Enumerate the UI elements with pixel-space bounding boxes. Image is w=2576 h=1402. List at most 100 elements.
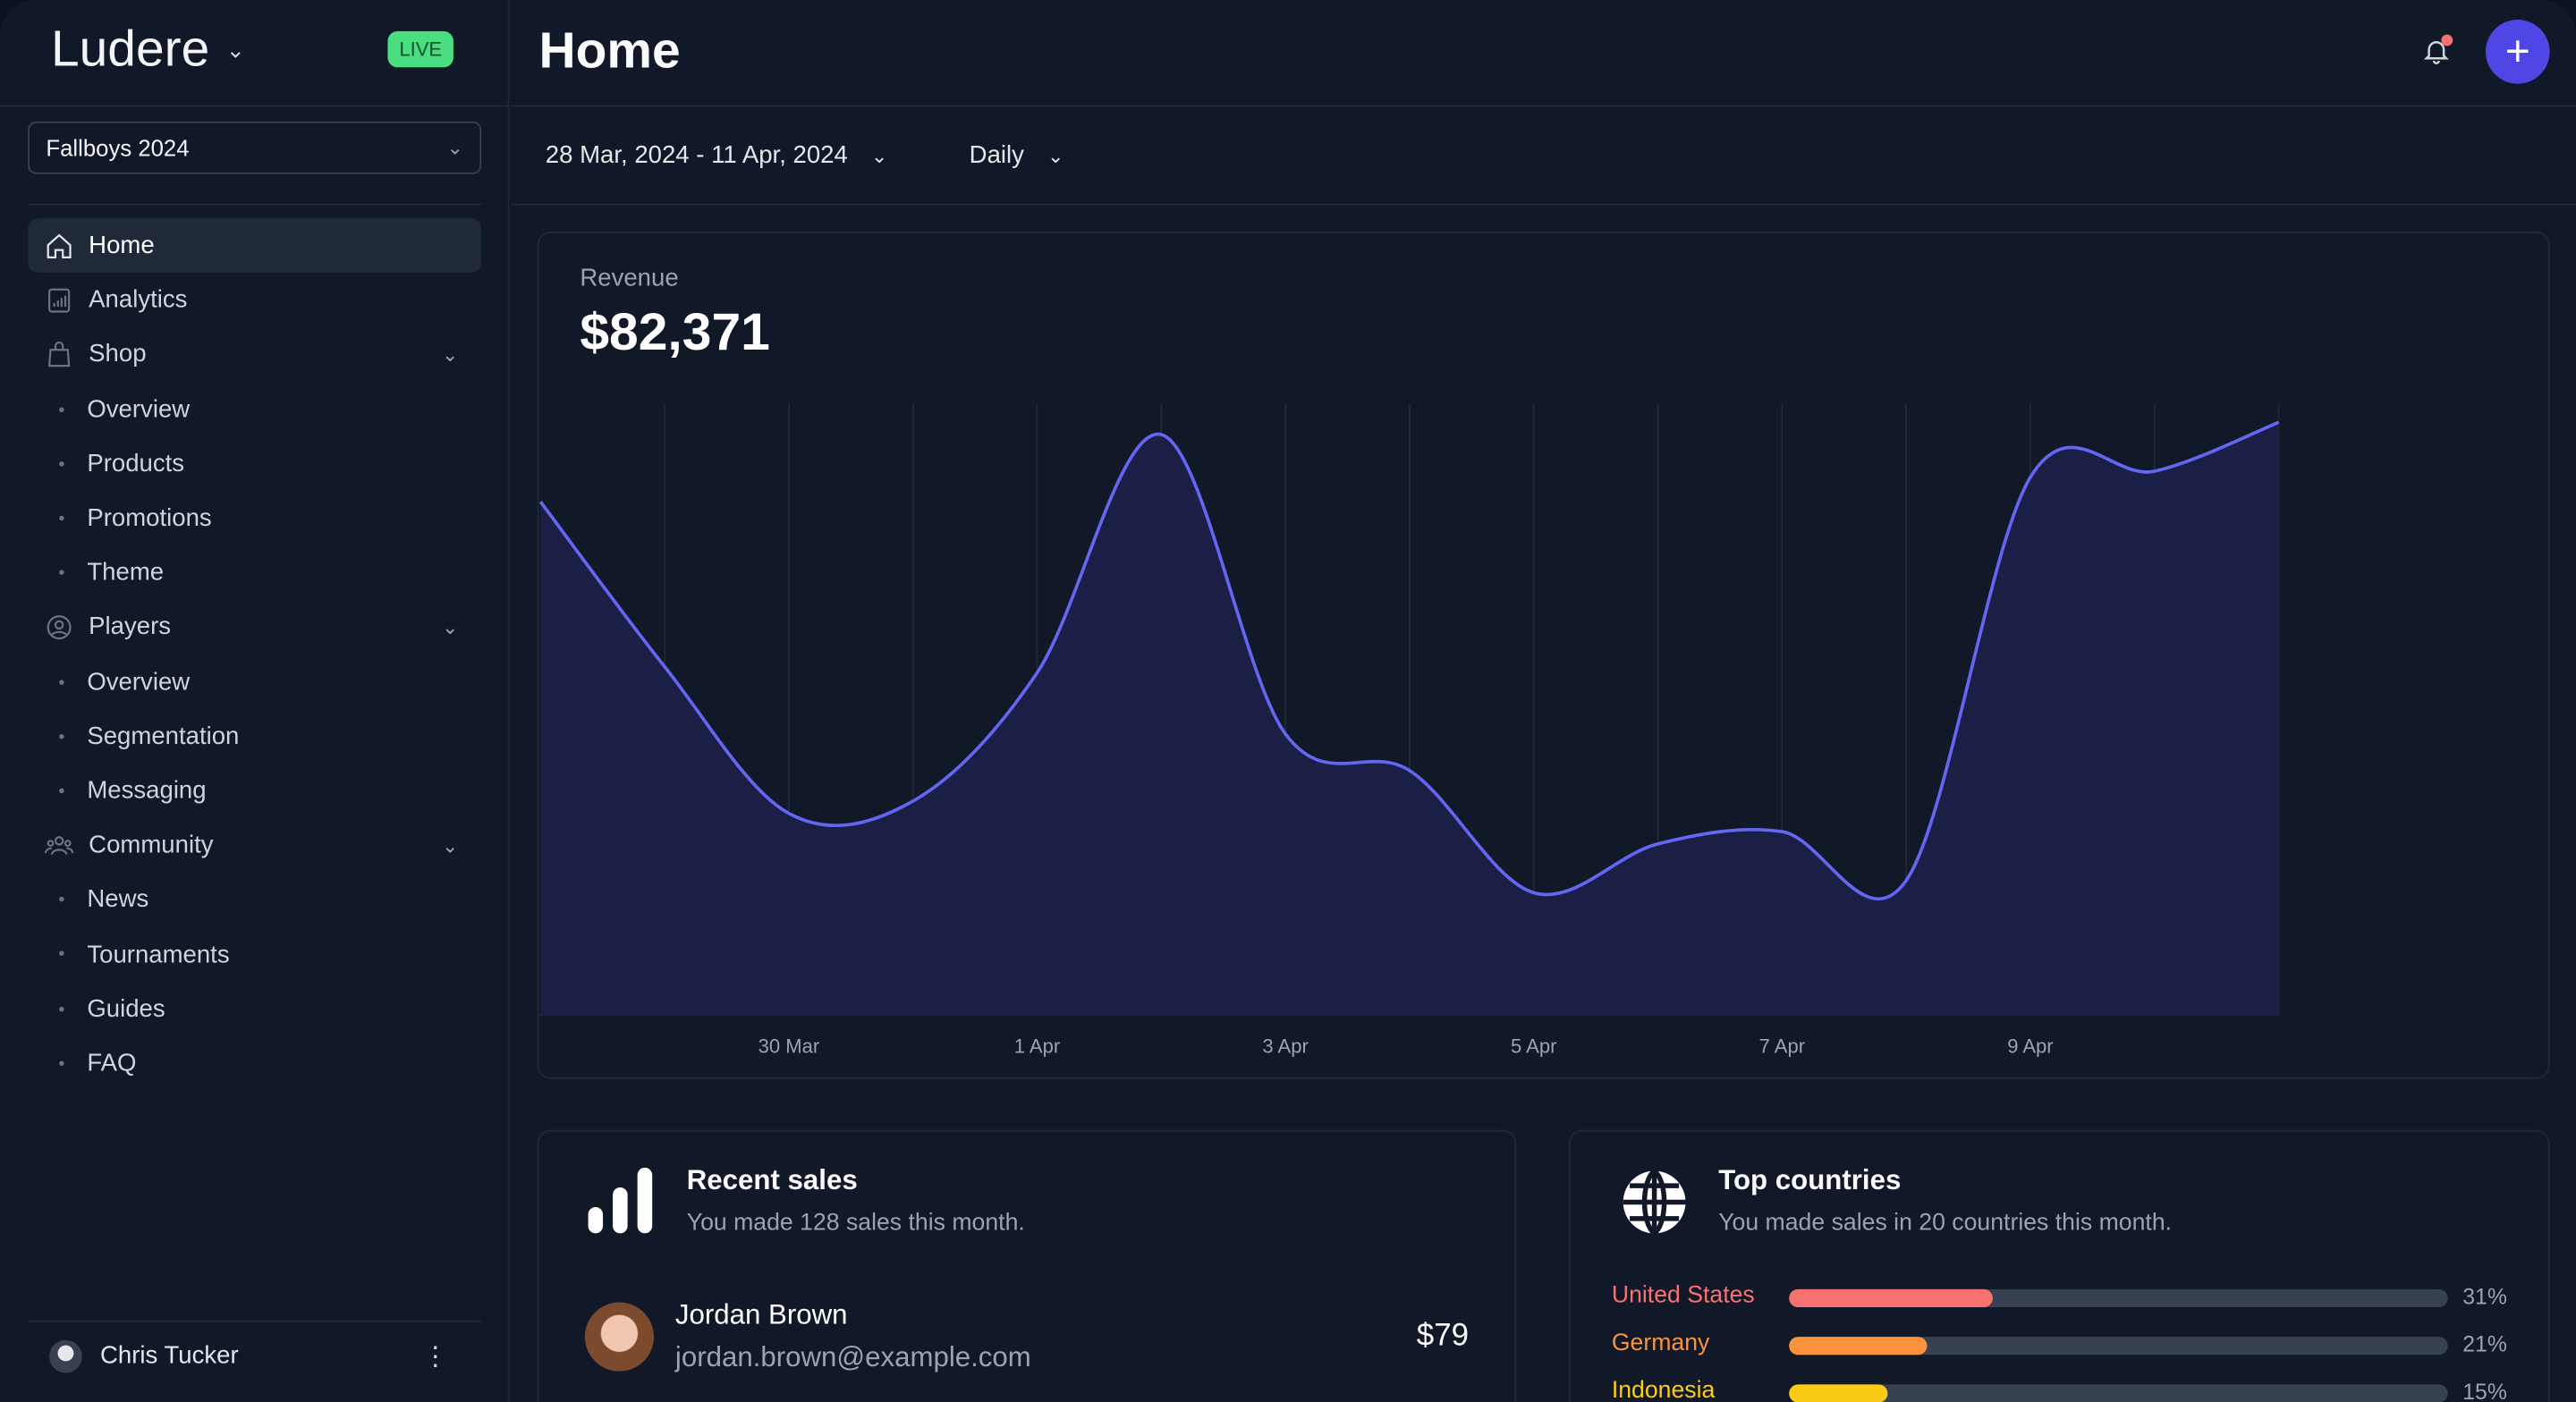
filters-bar: 28 Mar, 2024 - 11 Apr, 2024 ⌄ Daily ⌄ bbox=[511, 106, 2576, 206]
sidebar-item-label: FAQ bbox=[87, 1049, 137, 1077]
chevron-down-icon: ⌄ bbox=[1046, 144, 1064, 168]
revenue-area bbox=[540, 422, 2279, 1016]
chevron-down-icon[interactable]: ⌄ bbox=[441, 342, 459, 367]
sidebar-item-theme[interactable]: Theme bbox=[28, 545, 481, 600]
sale-row[interactable]: Jordan Brown jordan.brown@example.com $7… bbox=[584, 1296, 1472, 1378]
country-bar bbox=[1789, 1288, 2448, 1308]
sidebar-item-tournaments[interactable]: Tournaments bbox=[28, 927, 481, 982]
country-bar-fill bbox=[1789, 1288, 1994, 1308]
sidebar-item-overview[interactable]: Overview bbox=[28, 655, 481, 709]
bag-icon bbox=[45, 340, 74, 369]
top-countries-card: Top countries You made sales in 20 count… bbox=[1569, 1129, 2550, 1402]
recent-sales-subtitle: You made 128 sales this month. bbox=[686, 1210, 1025, 1237]
sidebar-item-label: Home bbox=[89, 232, 155, 260]
x-tick-label: 30 Mar bbox=[758, 1035, 820, 1057]
sidebar-item-label: Analytics bbox=[89, 286, 188, 315]
sidebar: Ludere ⌄ LIVE Fallboys 2024 ⌄ Home Analytic… bbox=[0, 0, 510, 1402]
sidebar-item-news[interactable]: News bbox=[28, 873, 481, 927]
x-tick-label: 9 Apr bbox=[2007, 1035, 2053, 1057]
top-countries-subtitle: You made sales in 20 countries this mont… bbox=[1718, 1210, 2173, 1237]
project-name: Fallboys 2024 bbox=[46, 134, 190, 161]
sidebar-item-label: Tournaments bbox=[87, 940, 230, 968]
sidebar-item-label: Products bbox=[87, 449, 185, 478]
sidebar-item-products[interactable]: Products bbox=[28, 436, 481, 491]
user-name: Chris Tucker bbox=[100, 1341, 239, 1370]
sidebar-item-label: Shop bbox=[89, 341, 147, 369]
home-icon bbox=[45, 231, 74, 260]
more-vertical-icon[interactable]: ⋮ bbox=[422, 1342, 449, 1371]
sidebar-item-label: Community bbox=[89, 831, 214, 859]
chart-icon bbox=[45, 285, 74, 315]
sidebar-item-players[interactable]: Players ⌄ bbox=[28, 600, 481, 655]
users-icon bbox=[44, 831, 74, 860]
sidebar-item-label: News bbox=[87, 885, 149, 914]
x-tick-label: 7 Apr bbox=[1759, 1035, 1805, 1057]
sidebar-item-community[interactable]: Community ⌄ bbox=[28, 818, 481, 873]
sidebar-item-messaging[interactable]: Messaging bbox=[28, 764, 481, 818]
bell-icon[interactable] bbox=[2421, 36, 2451, 65]
globe-icon bbox=[1623, 1169, 1686, 1236]
sidebar-item-promotions[interactable]: Promotions bbox=[28, 491, 481, 545]
sidebar-item-shop[interactable]: Shop ⌄ bbox=[28, 327, 481, 382]
sidebar-nav: Home Analytics Shop ⌄ Overview Products Promot… bbox=[28, 218, 482, 1091]
user-menu[interactable]: Chris Tucker ⋮ bbox=[28, 1320, 482, 1389]
project-select[interactable]: Fallboys 2024 ⌄ bbox=[28, 121, 482, 174]
country-bar bbox=[1789, 1337, 2448, 1356]
chevron-down-icon[interactable]: ⌄ bbox=[441, 615, 459, 639]
interval-select[interactable]: Daily ⌄ bbox=[970, 141, 1064, 169]
country-name: United States bbox=[1611, 1282, 1755, 1309]
sidebar-item-label: Segmentation bbox=[87, 722, 240, 750]
country-bar bbox=[1789, 1384, 2448, 1402]
country-pct: 15% bbox=[2462, 1379, 2507, 1402]
recent-sales-card: Recent sales You made 128 sales this mon… bbox=[537, 1129, 1517, 1402]
brand-name: Ludere bbox=[50, 20, 210, 78]
country-bar-fill bbox=[1789, 1384, 1888, 1402]
revenue-line bbox=[538, 420, 2280, 900]
country-bar-fill bbox=[1789, 1337, 1928, 1356]
date-range-picker[interactable]: 28 Mar, 2024 - 11 Apr, 2024 ⌄ bbox=[546, 141, 888, 169]
customer-name: Jordan Brown bbox=[674, 1298, 848, 1330]
recent-sales-title: Recent sales bbox=[686, 1164, 858, 1196]
sidebar-item-label: Messaging bbox=[87, 776, 207, 805]
notification-dot bbox=[2441, 34, 2453, 46]
live-badge: LIVE bbox=[387, 30, 453, 68]
sidebar-item-home[interactable]: Home bbox=[28, 218, 482, 274]
sidebar-item-faq[interactable]: FAQ bbox=[28, 1036, 481, 1091]
customer-email: jordan.brown@example.com bbox=[674, 1341, 1031, 1373]
sidebar-item-label: Promotions bbox=[87, 503, 212, 533]
sidebar-item-analytics[interactable]: Analytics bbox=[28, 273, 481, 327]
revenue-chart: 30 Mar 1 Apr 3 Apr 5 Apr 7 Apr 9 Apr bbox=[538, 403, 2280, 1057]
x-tick-label: 1 Apr bbox=[1014, 1035, 1060, 1057]
sidebar-item-label: Overview bbox=[87, 667, 191, 697]
header: Home + bbox=[511, 0, 2576, 107]
add-button[interactable]: + bbox=[2485, 20, 2550, 84]
sidebar-item-label: Overview bbox=[87, 395, 191, 424]
sidebar-item-label: Guides bbox=[87, 994, 165, 1023]
x-tick-label: 5 Apr bbox=[1511, 1035, 1556, 1057]
chevron-down-icon: ⌄ bbox=[446, 136, 463, 160]
sidebar-item-label: Players bbox=[89, 612, 172, 642]
sidebar-item-segmentation[interactable]: Segmentation bbox=[28, 709, 481, 764]
revenue-card: Revenue $82,371 30 Mar 1 Apr 3 Apr 5 Apr 7 A… bbox=[537, 231, 2550, 1079]
top-countries-title: Top countries bbox=[1718, 1164, 1902, 1196]
sale-amount: $79 bbox=[1416, 1318, 1470, 1354]
country-pct: 31% bbox=[2462, 1284, 2507, 1309]
country-name: Germany bbox=[1611, 1330, 1710, 1357]
country-name: Indonesia bbox=[1611, 1378, 1716, 1402]
sidebar-item-guides[interactable]: Guides bbox=[28, 982, 481, 1036]
workspace-switcher[interactable]: Ludere ⌄ bbox=[51, 20, 245, 79]
date-range-label: 28 Mar, 2024 - 11 Apr, 2024 bbox=[545, 140, 848, 170]
interval-label: Daily bbox=[969, 140, 1024, 170]
avatar bbox=[584, 1302, 655, 1372]
bar-chart-icon bbox=[588, 1167, 653, 1234]
chevron-down-icon: ⌄ bbox=[225, 35, 246, 62]
country-pct: 21% bbox=[2462, 1331, 2507, 1357]
avatar bbox=[49, 1339, 82, 1372]
sidebar-item-overview[interactable]: Overview bbox=[28, 382, 481, 436]
revenue-value: $82,371 bbox=[580, 301, 770, 362]
sidebar-item-label: Theme bbox=[87, 558, 165, 587]
revenue-label: Revenue bbox=[580, 264, 679, 292]
chevron-down-icon: ⌄ bbox=[870, 144, 888, 168]
chevron-down-icon[interactable]: ⌄ bbox=[441, 833, 459, 857]
user-circle-icon bbox=[45, 612, 74, 642]
